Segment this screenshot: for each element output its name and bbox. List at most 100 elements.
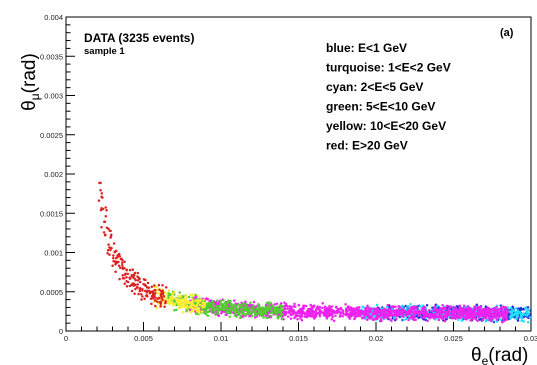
data-point bbox=[481, 318, 484, 322]
data-point bbox=[390, 319, 393, 323]
data-point bbox=[297, 303, 301, 307]
data-point bbox=[472, 310, 475, 313]
data-point bbox=[232, 305, 236, 309]
data-point bbox=[418, 305, 422, 308]
data-point bbox=[239, 316, 242, 320]
data-point bbox=[212, 302, 215, 306]
data-point bbox=[444, 312, 447, 315]
data-point bbox=[293, 305, 297, 308]
data-point bbox=[329, 306, 332, 310]
data-point bbox=[367, 316, 370, 319]
data-point bbox=[220, 310, 223, 314]
data-point bbox=[174, 297, 177, 300]
data-point bbox=[388, 318, 391, 321]
legend-entry: blue: E<1 GeV bbox=[326, 41, 407, 55]
data-point bbox=[387, 310, 390, 314]
data-point bbox=[383, 307, 386, 311]
data-point bbox=[495, 305, 498, 309]
data-point bbox=[455, 304, 458, 308]
data-point bbox=[462, 307, 466, 311]
data-point bbox=[269, 311, 273, 314]
data-point bbox=[217, 312, 220, 315]
data-point bbox=[400, 310, 404, 314]
data-point bbox=[299, 317, 302, 320]
data-point bbox=[220, 303, 224, 306]
data-point bbox=[460, 314, 463, 317]
data-point bbox=[194, 293, 197, 297]
data-point bbox=[235, 304, 239, 307]
data-point bbox=[269, 301, 272, 305]
data-point bbox=[99, 208, 103, 212]
data-point bbox=[380, 312, 383, 316]
data-point bbox=[143, 297, 146, 300]
data-point bbox=[306, 310, 310, 313]
data-point bbox=[520, 317, 524, 320]
x-tick-label: 0.025 bbox=[444, 334, 463, 343]
data-point bbox=[441, 306, 445, 310]
data-point bbox=[161, 284, 164, 287]
data-point bbox=[452, 305, 455, 309]
data-point bbox=[409, 302, 412, 306]
x-tick-label: 0.01 bbox=[214, 334, 229, 343]
data-point bbox=[107, 243, 110, 246]
data-point bbox=[323, 305, 327, 308]
data-point bbox=[205, 310, 209, 314]
data-point bbox=[518, 311, 522, 315]
data-point bbox=[321, 306, 324, 310]
data-point bbox=[121, 266, 125, 269]
data-point bbox=[173, 290, 176, 294]
data-point bbox=[511, 305, 514, 308]
data-point bbox=[462, 312, 466, 316]
data-point bbox=[336, 311, 339, 315]
data-point bbox=[465, 315, 468, 318]
data-point bbox=[457, 314, 460, 317]
data-point bbox=[518, 308, 522, 312]
data-point bbox=[233, 310, 237, 313]
data-point bbox=[198, 303, 202, 307]
data-point bbox=[364, 310, 367, 314]
data-point bbox=[275, 312, 278, 316]
data-point bbox=[130, 289, 134, 293]
data-point bbox=[473, 305, 477, 308]
data-point bbox=[262, 316, 265, 319]
data-point bbox=[438, 313, 441, 317]
data-points bbox=[97, 181, 532, 324]
data-point bbox=[334, 314, 337, 318]
data-point bbox=[450, 313, 453, 317]
data-point bbox=[252, 300, 256, 304]
data-point bbox=[194, 299, 197, 302]
data-point bbox=[380, 309, 383, 312]
data-point bbox=[384, 312, 387, 315]
x-axis-subscript: e bbox=[482, 354, 489, 365]
data-point bbox=[386, 305, 389, 309]
data-point bbox=[410, 314, 413, 317]
data-point bbox=[199, 298, 202, 301]
data-point bbox=[125, 268, 129, 271]
data-point bbox=[228, 307, 231, 311]
data-point bbox=[395, 315, 398, 318]
data-point bbox=[457, 310, 461, 314]
data-point bbox=[104, 206, 107, 209]
data-point bbox=[187, 300, 191, 303]
data-point bbox=[190, 294, 194, 298]
data-point bbox=[133, 274, 136, 277]
data-point bbox=[321, 302, 324, 305]
data-point bbox=[108, 229, 111, 232]
data-point bbox=[179, 295, 182, 299]
data-point bbox=[126, 280, 130, 284]
data-point bbox=[404, 313, 408, 317]
data-point bbox=[185, 310, 188, 313]
sample-label: sample 1 bbox=[84, 46, 125, 57]
data-point bbox=[304, 304, 308, 308]
data-point bbox=[153, 299, 157, 302]
data-point bbox=[100, 225, 103, 229]
data-point bbox=[241, 303, 245, 306]
data-point bbox=[147, 286, 151, 289]
data-point bbox=[257, 311, 260, 315]
data-point bbox=[437, 315, 440, 318]
data-point bbox=[514, 312, 518, 316]
data-point bbox=[187, 295, 191, 299]
data-point bbox=[103, 233, 107, 237]
data-point bbox=[184, 298, 187, 301]
data-point bbox=[436, 304, 439, 308]
